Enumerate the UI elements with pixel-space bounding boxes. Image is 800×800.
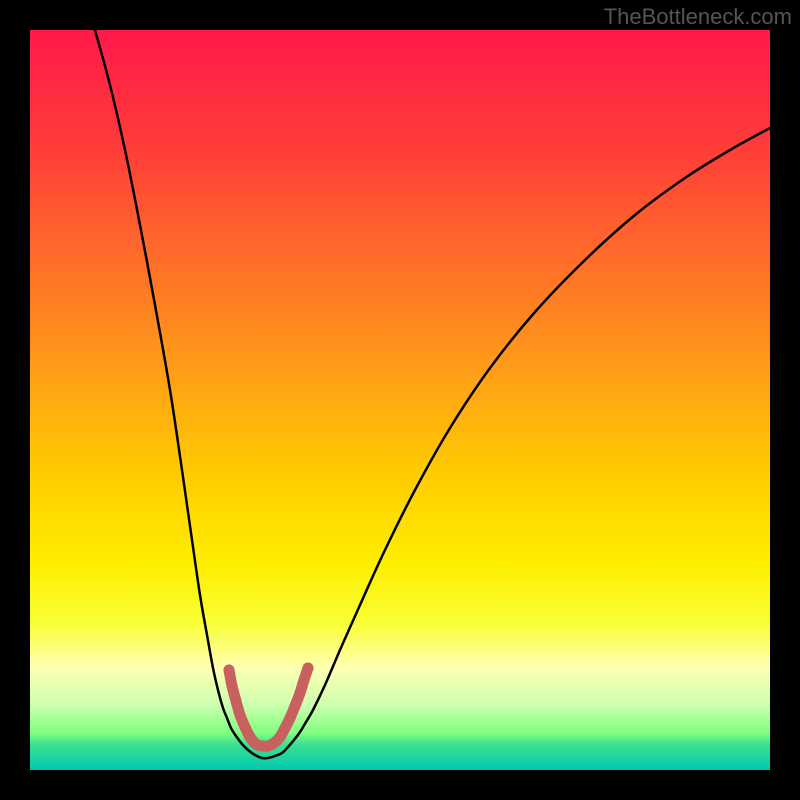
chart-plot-area bbox=[30, 30, 770, 770]
marker-dot bbox=[227, 681, 238, 692]
watermark-text: TheBottleneck.com bbox=[604, 4, 792, 30]
marker-dot bbox=[224, 665, 235, 676]
chart-svg bbox=[30, 30, 770, 770]
marker-dot bbox=[295, 688, 306, 699]
marker-dot bbox=[235, 710, 246, 721]
marker-dot bbox=[303, 663, 314, 674]
marker-dot bbox=[299, 675, 310, 686]
marker-dot bbox=[280, 723, 291, 734]
chart-background bbox=[30, 30, 770, 770]
marker-dot bbox=[285, 713, 296, 724]
marker-dot bbox=[290, 701, 301, 712]
marker-dot bbox=[231, 696, 242, 707]
marker-dot bbox=[240, 722, 251, 733]
